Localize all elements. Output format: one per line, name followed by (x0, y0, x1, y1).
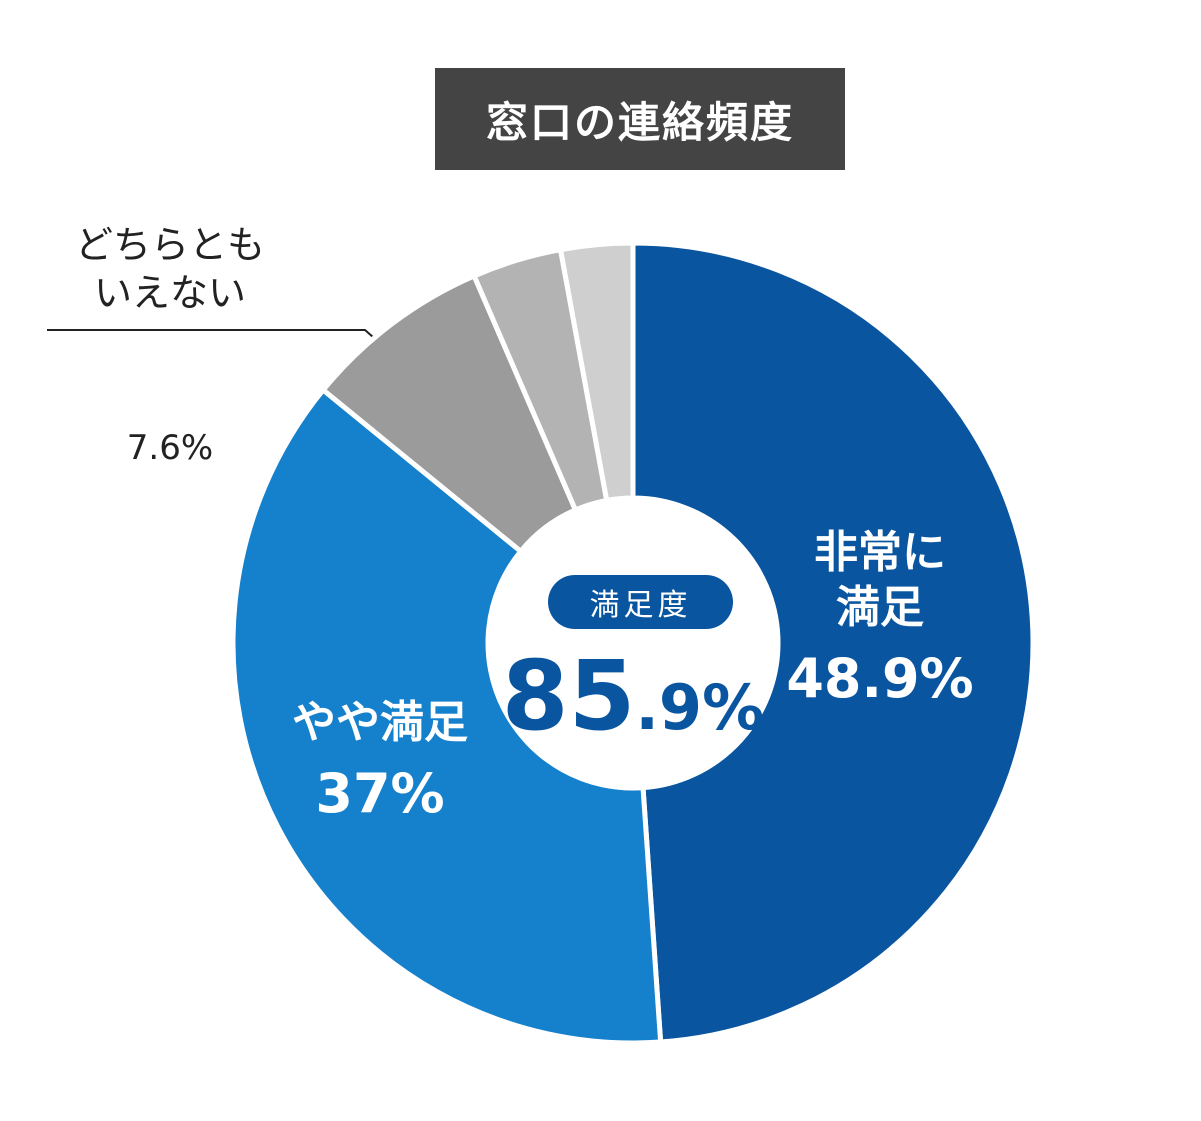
chart-title: 窓口の連絡頻度 (435, 68, 845, 170)
category-label: 非常に満足 (813, 527, 946, 633)
donut-hole (488, 498, 778, 788)
value-label: 48.9% (786, 647, 974, 710)
value-label: 37% (315, 762, 445, 825)
pie-slice (230, 386, 664, 1046)
value-label: 7.6% (126, 428, 214, 468)
center-label: 満足度 (548, 575, 733, 629)
category-label: どちらともいえない (74, 223, 266, 315)
category-label: やや満足 (292, 697, 468, 748)
center-value: 85.9% (501, 640, 765, 752)
